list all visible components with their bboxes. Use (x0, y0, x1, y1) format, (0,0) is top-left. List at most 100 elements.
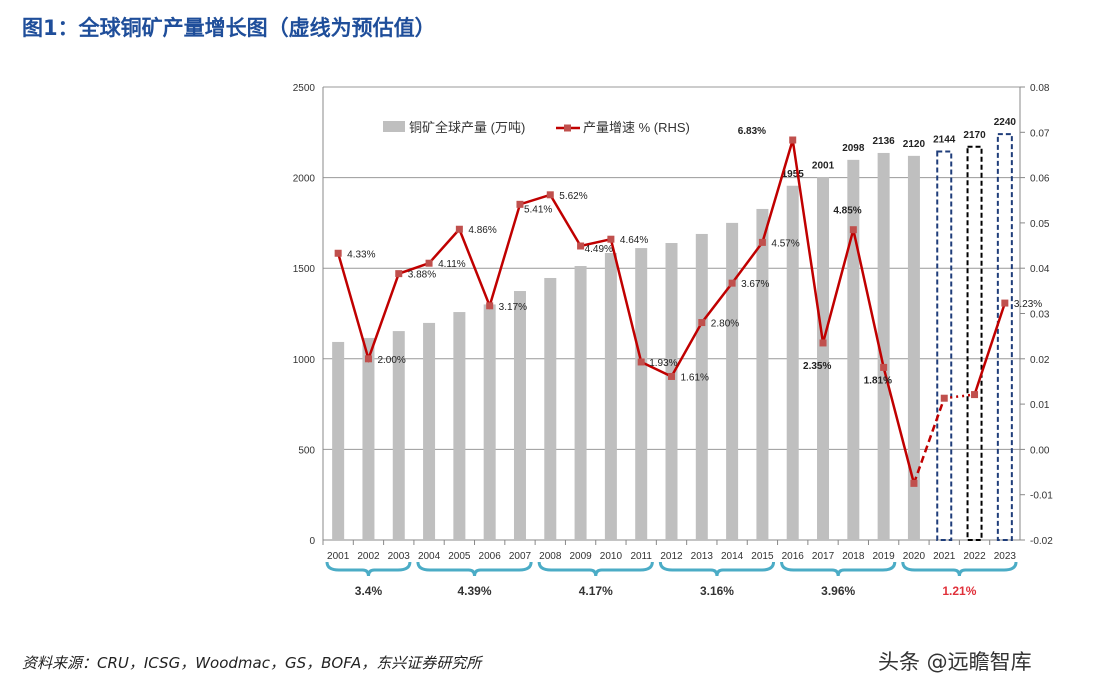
bar (786, 185, 799, 540)
period-average-label: 3.4% (355, 584, 383, 598)
bar-value-label: 2098 (842, 143, 865, 154)
growth-value-label: 4.11% (438, 259, 466, 270)
growth-value-label: 6.83% (738, 126, 766, 137)
growth-value-label: 2.35% (803, 361, 831, 372)
growth-value-label: 3.88% (408, 270, 436, 281)
x-tick-label: 2022 (963, 551, 986, 562)
bar (847, 159, 860, 540)
bar (392, 331, 405, 540)
x-tick-label: 2014 (721, 551, 744, 562)
legend-line-marker (564, 124, 571, 132)
chart-title: 图1：全球铜矿产量增长图（虚线为预估值） (22, 16, 436, 40)
x-tick-label: 2004 (418, 551, 441, 562)
bar (423, 322, 436, 540)
bar-value-label: 2170 (963, 130, 986, 141)
y-right-tick-label: 0.00 (1030, 445, 1050, 456)
growth-line-estimate (912, 397, 946, 484)
bar (453, 312, 466, 540)
line-marker (910, 479, 918, 487)
x-tick-label: 2015 (751, 551, 774, 562)
growth-value-label: 5.62% (559, 191, 587, 202)
period-brace (325, 561, 412, 577)
x-tick-label: 2002 (357, 551, 380, 562)
period-brace (416, 561, 533, 577)
x-tick-label: 2023 (994, 551, 1017, 562)
growth-value-label: 4.49% (585, 244, 613, 255)
y-left-tick-label: 0 (309, 536, 315, 547)
bar (604, 252, 617, 541)
growth-value-label: 3.23% (1014, 299, 1042, 310)
bar (726, 222, 739, 540)
bar (695, 233, 708, 541)
growth-line (336, 139, 916, 484)
line-marker (364, 355, 372, 363)
y-left-tick-label: 1000 (293, 355, 316, 366)
x-tick-label: 2012 (660, 551, 683, 562)
line-marker (425, 259, 433, 267)
bar (362, 337, 375, 540)
line-marker (455, 225, 463, 233)
y-right-tick-label: 0.01 (1030, 400, 1050, 411)
y-right-tick-label: 0.07 (1030, 128, 1050, 139)
growth-value-label: 4.33% (347, 249, 375, 260)
legend-bar-label: 铜矿全球产量 (万吨) (409, 120, 525, 135)
growth-line-estimate (944, 393, 975, 400)
growth-value-label: 4.85% (833, 206, 861, 217)
x-tick-label: 2019 (873, 551, 896, 562)
bar (513, 291, 526, 540)
period-brace (901, 561, 1018, 577)
x-tick-label: 2011 (630, 551, 652, 562)
line-marker (546, 191, 554, 199)
growth-value-label: 3.67% (741, 279, 769, 290)
growth-value-label: 4.64% (620, 235, 648, 246)
y-right-tick-label: 0.06 (1030, 174, 1050, 185)
x-tick-label: 2009 (569, 551, 592, 562)
source-note: 资料来源：CRU，ICSG，Woodmac，GS，BOFA，东兴证券研究所 (22, 654, 482, 672)
y-left-tick-label: 500 (298, 445, 315, 456)
period-brace (658, 561, 776, 577)
legend-bar-swatch (383, 121, 405, 132)
bar (877, 152, 890, 541)
x-tick-label: 2016 (782, 551, 805, 562)
line-marker (940, 394, 948, 402)
y-left-tick-label: 2500 (293, 83, 316, 94)
line-marker (486, 302, 494, 310)
growth-value-label: 5.41% (524, 204, 552, 215)
bar (635, 248, 648, 541)
period-average-label: 1.21% (942, 584, 976, 598)
y-right-tick-label: 0.04 (1030, 264, 1050, 275)
bar-value-label: 2136 (873, 136, 896, 147)
bar-value-label: 2240 (994, 117, 1017, 128)
bar-estimate (996, 133, 1013, 541)
line-marker (728, 279, 736, 287)
bar (332, 341, 345, 540)
y-right-tick-label: 0.03 (1030, 310, 1050, 321)
line-marker (607, 235, 615, 243)
bar (483, 304, 496, 540)
y-left-tick-label: 2000 (293, 174, 316, 185)
bar (665, 243, 678, 541)
line-marker (334, 249, 342, 257)
line-marker (577, 242, 585, 250)
period-average-label: 4.39% (458, 584, 492, 598)
period-brace (780, 561, 897, 577)
bar (817, 177, 830, 540)
bar-estimate (966, 145, 983, 542)
line-marker (789, 136, 797, 144)
line-marker (758, 238, 766, 246)
x-tick-label: 2007 (509, 551, 532, 562)
line-marker (819, 339, 827, 347)
bar (544, 277, 557, 540)
x-tick-label: 2006 (479, 551, 502, 562)
x-tick-label: 2018 (842, 551, 865, 562)
bar (907, 155, 920, 540)
x-tick-label: 2013 (691, 551, 714, 562)
x-tick-label: 2003 (388, 551, 411, 562)
y-right-tick-label: 0.08 (1030, 83, 1050, 94)
period-average-label: 3.96% (821, 584, 855, 598)
line-marker (516, 200, 524, 208)
growth-value-label: 2.00% (377, 355, 405, 366)
y-right-tick-label: 0.05 (1030, 219, 1050, 230)
growth-value-label: 2.80% (711, 319, 739, 330)
